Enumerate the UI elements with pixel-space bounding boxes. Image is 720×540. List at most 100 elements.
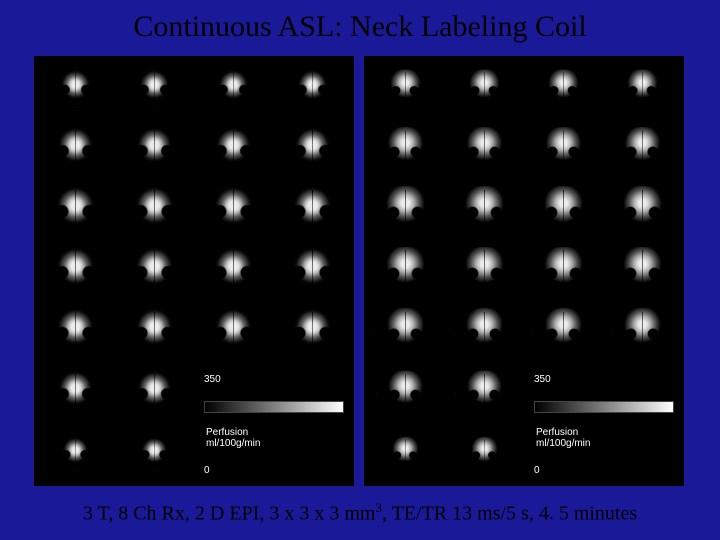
- brain-slice-cell: [117, 425, 192, 482]
- brain-slice: [203, 308, 265, 355]
- brain-slice: [125, 371, 183, 415]
- brain-slice: [380, 69, 430, 107]
- brain-slice-cell: [38, 364, 113, 421]
- brain-slice-cell: [117, 121, 192, 178]
- brain-slice-cell: [605, 243, 680, 300]
- brain-slice-cell: [38, 303, 113, 360]
- brain-slice-cell: [275, 243, 350, 300]
- brain-slice: [533, 308, 595, 355]
- colorbar-max-row: 350: [534, 374, 672, 385]
- brain-slice: [455, 371, 513, 415]
- brain-slice-cell: [526, 182, 601, 239]
- left-colorbar: 350 Perfusion ml/100g/min 0: [198, 368, 348, 480]
- slide-title: Continuous ASL: Neck Labeling Coil: [0, 10, 720, 44]
- brain-slice-cell: [368, 425, 443, 482]
- brain-slice-cell: [447, 364, 522, 421]
- brain-slice-cell: [117, 182, 192, 239]
- right-colorbar: 350 Perfusion ml/100g/min 0: [528, 368, 678, 480]
- colorbar-gradient: [204, 401, 344, 413]
- brain-slice: [463, 437, 507, 470]
- acquisition-caption: 3 T, 8 Ch Rx, 2 D EPI, 3 x 3 x 3 mm3, TE…: [0, 500, 720, 526]
- colorbar-min-row: 0: [204, 465, 342, 476]
- brain-slice: [538, 69, 588, 107]
- brain-slice-cell: [196, 243, 271, 300]
- colorbar-units: Perfusion ml/100g/min: [204, 428, 342, 449]
- brain-slice: [201, 186, 266, 235]
- brain-slice: [46, 127, 105, 172]
- brain-slice-cell: [117, 364, 192, 421]
- brain-slice-cell: [196, 182, 271, 239]
- brain-slice: [454, 308, 516, 355]
- brain-slice-cell: [447, 121, 522, 178]
- brain-slice-cell: [275, 60, 350, 117]
- brain-slice-cell: [196, 60, 271, 117]
- brain-slice-cell: [368, 303, 443, 360]
- brain-slice: [282, 308, 344, 355]
- brain-slice: [373, 247, 438, 296]
- brain-slice: [375, 308, 437, 355]
- brain-slice-cell: [275, 182, 350, 239]
- brain-slice-cell: [196, 303, 271, 360]
- brain-slice: [531, 186, 596, 235]
- brain-slice-cell: [526, 60, 601, 117]
- colorbar-min-label: 0: [534, 465, 540, 476]
- brain-slice: [204, 127, 263, 172]
- brain-slice-cell: [605, 60, 680, 117]
- brain-slice: [45, 308, 107, 355]
- brain-slice-cell: [605, 121, 680, 178]
- brain-slice: [459, 69, 509, 107]
- brain-slice: [122, 186, 187, 235]
- brain-slice-cell: [368, 60, 443, 117]
- brain-slice-cell: [38, 60, 113, 117]
- brain-slice: [283, 127, 342, 172]
- caption-before-sup: 3 T, 8 Ch Rx, 2 D EPI, 3 x 3 x 3 mm: [83, 503, 376, 525]
- brain-slice: [133, 437, 177, 470]
- brain-slice: [534, 127, 593, 172]
- brain-slice: [617, 69, 667, 107]
- colorbar-gradient: [534, 401, 674, 413]
- brain-slice-cell: [605, 182, 680, 239]
- colorbar-units-line2: ml/100g/min: [206, 439, 342, 450]
- brain-slice-cell: [275, 303, 350, 360]
- brain-slice: [43, 186, 108, 235]
- brain-slice-cell: [368, 121, 443, 178]
- brain-slice-cell: [38, 243, 113, 300]
- brain-slice: [280, 186, 345, 235]
- brain-slice: [376, 371, 434, 415]
- brain-slice: [201, 247, 266, 296]
- brain-slice: [610, 247, 675, 296]
- brain-slice-cell: [117, 303, 192, 360]
- colorbar-max-row: 350: [204, 374, 342, 385]
- brain-slice: [280, 247, 345, 296]
- brain-slice-cell: [196, 121, 271, 178]
- brain-slice: [531, 247, 596, 296]
- brain-slice: [610, 186, 675, 235]
- brain-slice: [613, 127, 672, 172]
- caption-after-sup: , TE/TR 13 ms/5 s, 4. 5 minutes: [382, 503, 637, 525]
- brain-slice-cell: [605, 303, 680, 360]
- brain-slice-cell: [447, 425, 522, 482]
- brain-slice-cell: [38, 121, 113, 178]
- brain-slice-cell: [368, 243, 443, 300]
- brain-slice: [122, 247, 187, 296]
- brain-slice-cell: [526, 121, 601, 178]
- colorbar-units: Perfusion ml/100g/min: [534, 428, 672, 449]
- brain-slice: [612, 308, 674, 355]
- brain-slice-cell: [447, 182, 522, 239]
- brain-slice: [46, 371, 104, 415]
- colorbar-min-row: 0: [534, 465, 672, 476]
- brain-slice-cell: [117, 243, 192, 300]
- brain-slice-cell: [526, 243, 601, 300]
- brain-slice: [452, 247, 517, 296]
- brain-slice-cell: [447, 60, 522, 117]
- brain-slice-cell: [447, 303, 522, 360]
- brain-slice: [455, 127, 514, 172]
- colorbar-min-label: 0: [204, 465, 210, 476]
- colorbar-max-label: 350: [534, 374, 551, 385]
- brain-slice: [373, 186, 438, 235]
- brain-slice-cell: [275, 121, 350, 178]
- brain-slice: [50, 69, 100, 107]
- brain-slice: [129, 69, 179, 107]
- brain-slice: [43, 247, 108, 296]
- montage-row: 350 Perfusion ml/100g/min 0 350: [34, 56, 686, 486]
